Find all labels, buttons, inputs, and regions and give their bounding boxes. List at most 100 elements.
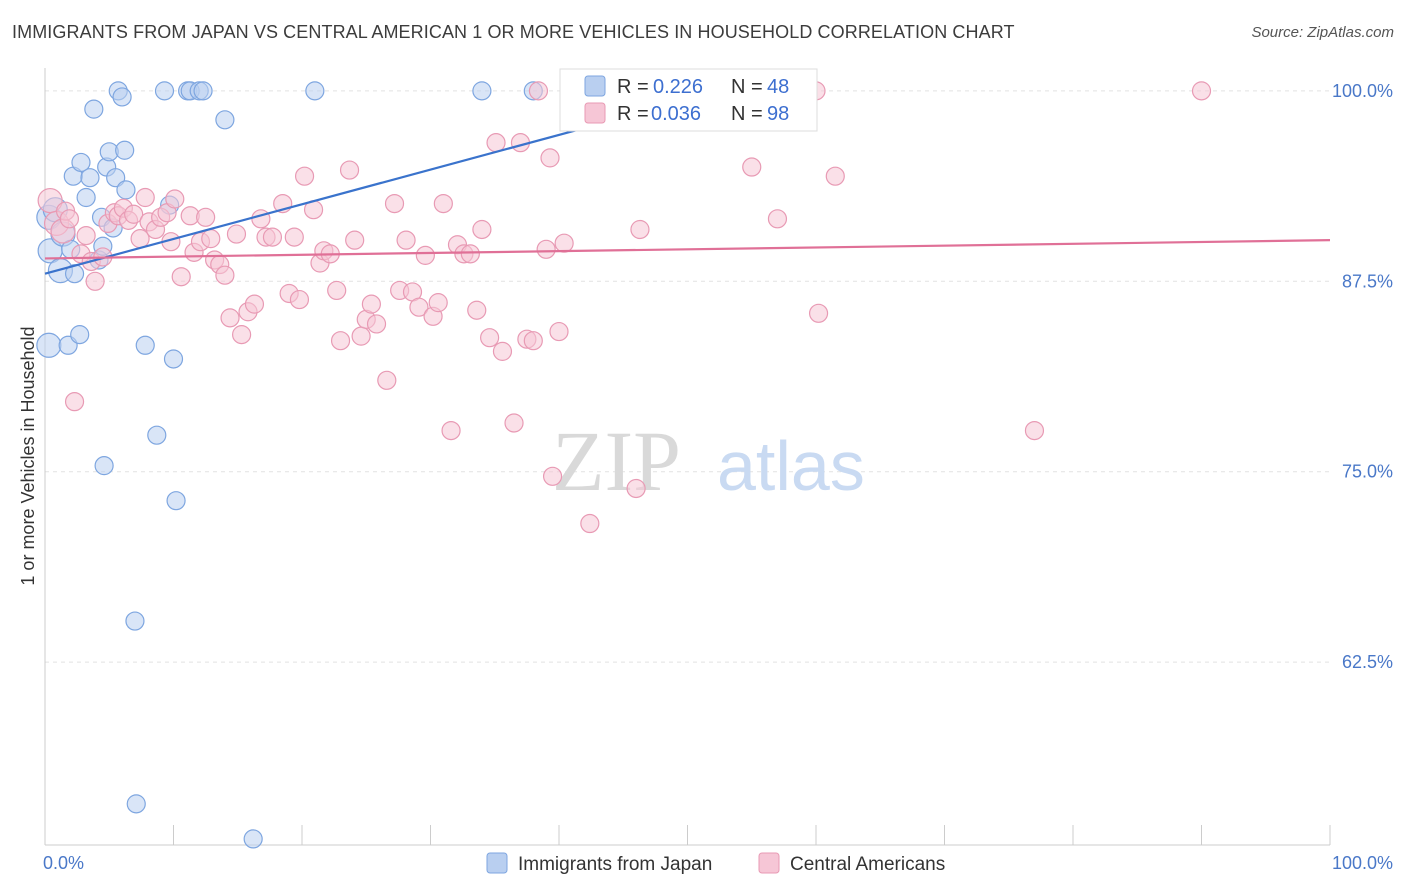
point-series0-41 <box>305 81 325 101</box>
point-series1-60 <box>384 193 405 214</box>
point-series0-30 <box>147 425 167 445</box>
y-axis-label: 1 or more Vehicles in Household <box>18 326 38 585</box>
point-series1-24 <box>165 189 185 209</box>
x-tick-label-0: 0.0% <box>43 853 84 873</box>
point-series1-95 <box>808 303 829 323</box>
bottom-legend: Immigrants from Japan Central Americans <box>486 852 945 875</box>
point-series0-26 <box>116 180 136 200</box>
point-series1-57 <box>361 294 381 314</box>
bottom-legend-label-japan: Immigrants from Japan <box>518 854 712 875</box>
point-series1-81 <box>523 331 543 351</box>
point-series0-10 <box>70 325 90 345</box>
point-series1-53 <box>339 160 360 180</box>
point-series1-97 <box>1024 421 1045 441</box>
point-series1-65 <box>415 245 435 265</box>
point-series1-99 <box>542 466 563 486</box>
point-series1-51 <box>327 280 347 301</box>
point-series0-11 <box>71 152 91 173</box>
point-series1-82 <box>528 81 549 101</box>
point-series0-34 <box>166 491 186 511</box>
point-series1-83 <box>536 239 556 259</box>
point-series1-72 <box>460 244 480 264</box>
point-series1-34 <box>220 308 240 328</box>
trend-line-series1 <box>44 239 1331 260</box>
point-series0-27 <box>125 611 145 631</box>
point-series1-58 <box>366 314 387 334</box>
point-series1-62 <box>396 230 416 250</box>
bottom-legend-label-central: Central Americans <box>790 854 945 875</box>
point-series1-36 <box>232 325 252 345</box>
chart-source: Source: ZipAtlas.com <box>1251 24 1394 41</box>
point-series1-46 <box>294 166 315 186</box>
point-series1-74 <box>472 219 492 240</box>
point-series1-93 <box>767 209 788 229</box>
point-series1-85 <box>549 321 569 342</box>
legend-n-value-central: 98 <box>767 103 789 125</box>
point-series1-59 <box>377 370 397 390</box>
point-series1-52 <box>330 331 351 351</box>
grid-lines <box>45 90 1330 663</box>
legend: R = 0.226 N = 48 R = 0.036 N = 98 <box>559 68 818 132</box>
point-series1-64 <box>409 297 429 317</box>
point-series0-33 <box>163 349 184 369</box>
point-series1-7 <box>76 225 96 246</box>
point-series1-78 <box>504 413 524 433</box>
point-series1-16 <box>124 204 144 224</box>
y-tick-label-3: 62.5% <box>1342 652 1393 672</box>
point-series1-45 <box>289 289 310 310</box>
point-series1-68 <box>433 193 453 214</box>
point-series1-30 <box>201 229 221 249</box>
x-tick-label-1: 100.0% <box>1332 853 1393 873</box>
legend-swatch-japan <box>584 75 606 97</box>
x-tick-labels: 0.0% 100.0% <box>43 853 1393 873</box>
point-series0-29 <box>135 335 155 355</box>
y-tick-label-1: 87.5% <box>1342 271 1393 291</box>
point-series0-28 <box>126 794 146 814</box>
point-series1-77 <box>492 341 513 361</box>
point-series1-87 <box>580 513 600 534</box>
point-series1-25 <box>171 267 191 287</box>
legend-r-label-japan: R = <box>617 76 649 98</box>
point-series1-75 <box>480 328 500 348</box>
point-series0-18 <box>94 456 114 476</box>
point-series0-31 <box>154 81 175 101</box>
point-series0-2 <box>36 332 62 358</box>
point-series0-39 <box>215 110 235 130</box>
watermark: ZIP atlas <box>552 413 865 509</box>
watermark-atlas: atlas <box>717 427 865 505</box>
data-points <box>36 81 1212 849</box>
legend-r-label-central: R = <box>617 103 649 125</box>
point-series0-42 <box>472 81 492 101</box>
point-series1-73 <box>467 300 487 320</box>
point-series1-90 <box>630 219 650 240</box>
point-series1-9 <box>85 271 105 291</box>
point-series1-33 <box>215 265 235 285</box>
point-series1-38 <box>244 294 265 314</box>
point-series1-55 <box>351 326 371 346</box>
bottom-legend-swatch-central <box>758 852 780 874</box>
point-series0-25 <box>115 140 135 160</box>
point-series0-22 <box>106 168 126 188</box>
point-series1-4 <box>59 209 80 229</box>
legend-r-value-japan: 0.226 <box>653 76 703 98</box>
point-series1-39 <box>251 209 271 229</box>
point-series1-29 <box>196 207 216 227</box>
point-series1-69 <box>441 421 461 441</box>
axes <box>44 68 1331 846</box>
point-series0-14 <box>84 99 104 119</box>
point-series1-67 <box>428 293 448 313</box>
point-series1-0 <box>37 187 63 214</box>
point-series1-96 <box>825 166 845 186</box>
point-series1-86 <box>554 233 574 253</box>
bottom-legend-swatch-japan <box>486 852 508 874</box>
point-series1-35 <box>226 224 247 244</box>
point-series1-44 <box>284 227 304 247</box>
point-series1-84 <box>540 148 560 168</box>
point-series1-76 <box>486 133 506 153</box>
point-series0-24 <box>112 87 132 107</box>
point-series1-54 <box>345 230 365 250</box>
legend-n-label-central: N = <box>731 103 763 125</box>
point-series1-41 <box>262 227 283 247</box>
point-series1-92 <box>742 157 762 177</box>
